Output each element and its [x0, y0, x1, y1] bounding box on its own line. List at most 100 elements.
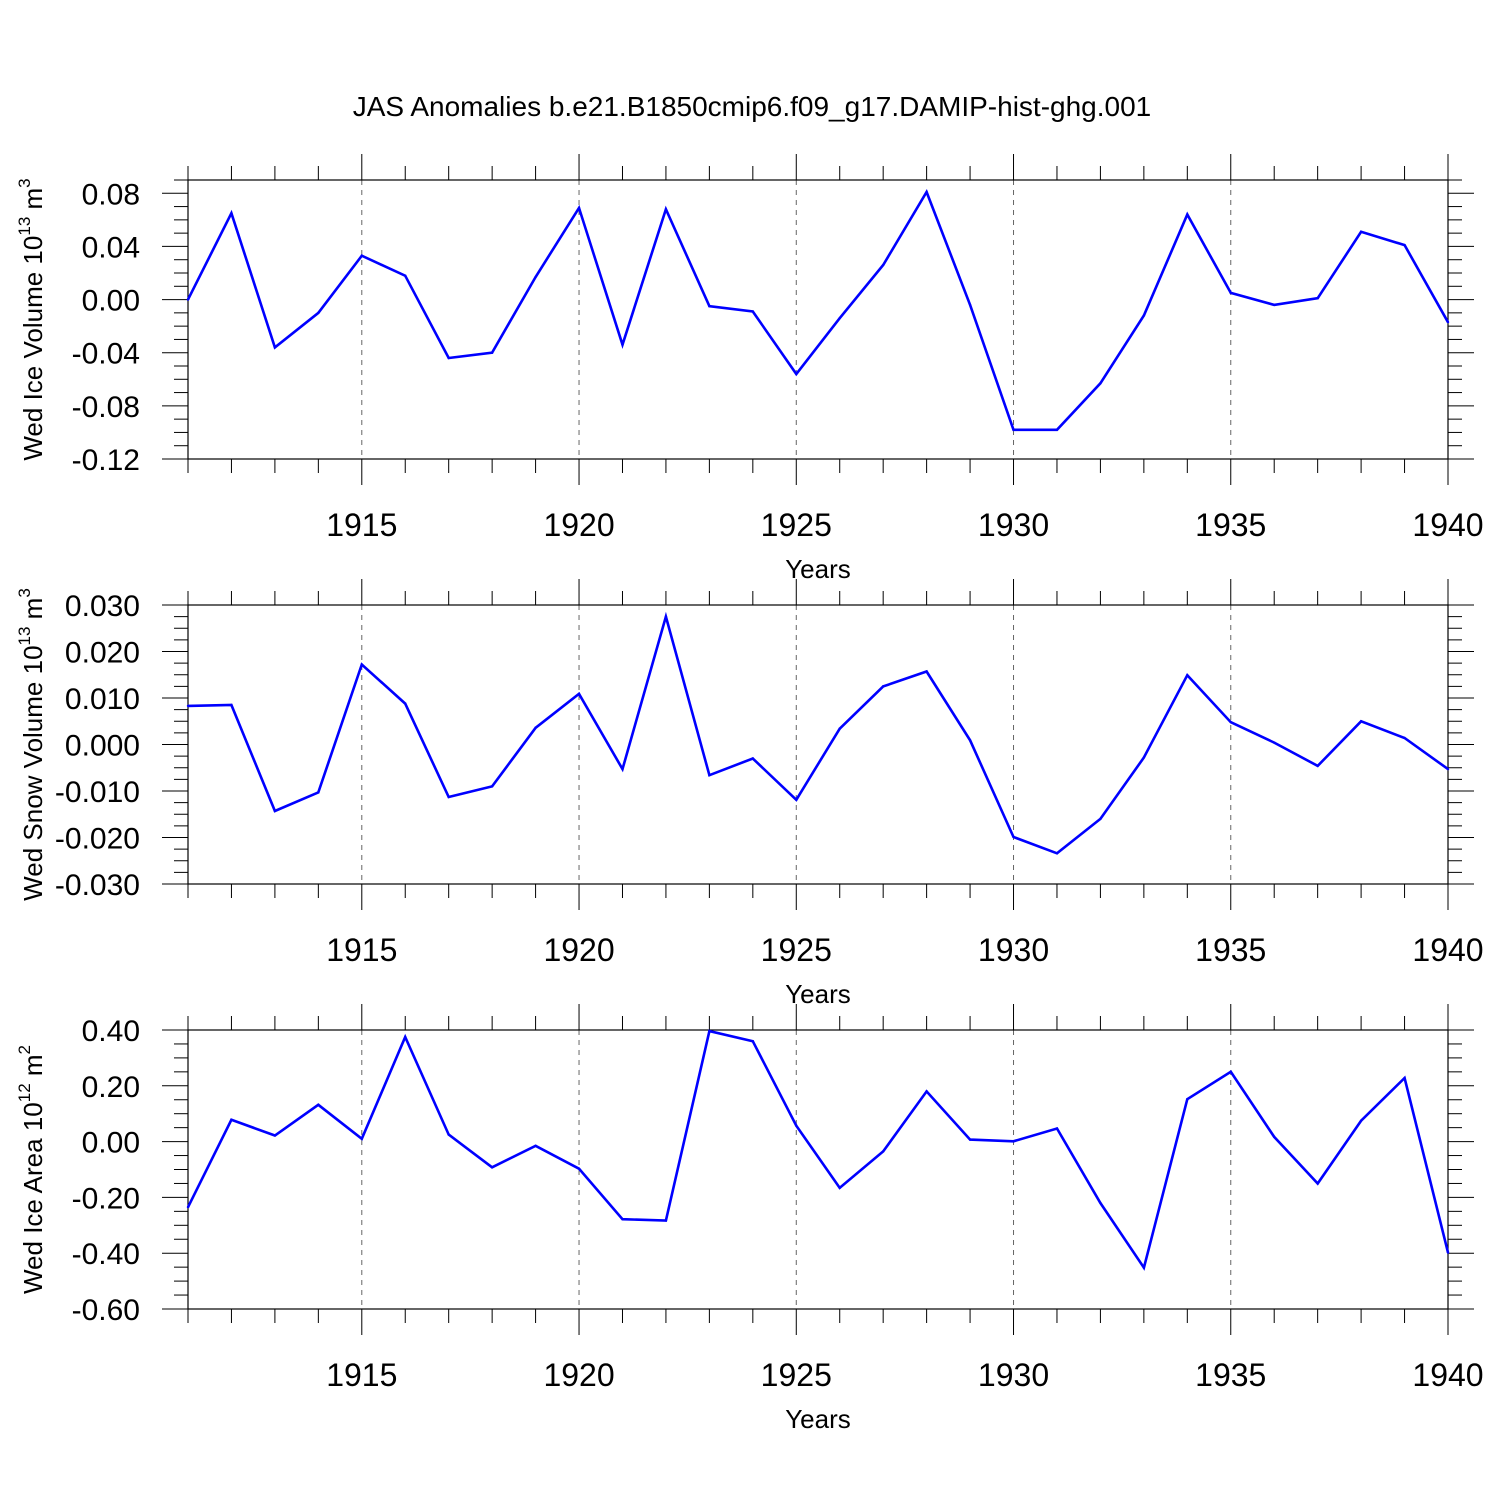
y-tick-label: 0.030 — [65, 590, 140, 623]
x-tick-label: 1940 — [1412, 507, 1483, 543]
data-point — [534, 275, 537, 279]
x-tick-label: 1940 — [1412, 932, 1483, 968]
chart-title: JAS Anomalies b.e21.B1850cmip6.f09_g17.D… — [353, 91, 1151, 122]
data-point — [1316, 764, 1319, 768]
data-point — [1099, 382, 1102, 385]
data-point — [230, 212, 233, 215]
y-axis-label: Wed Snow Volume 1013 m3 — [15, 588, 48, 901]
data-point — [1359, 230, 1363, 234]
panels-group: -0.12 -0.08 -0.04 0.00 0.04 0.08 1915 1920 1925 1… — [15, 154, 1484, 1434]
data-point — [621, 343, 624, 346]
data-point — [1012, 1140, 1015, 1143]
data-point — [1403, 736, 1406, 740]
data-point — [1099, 817, 1102, 821]
data-point — [404, 1035, 407, 1039]
data-point — [186, 298, 190, 301]
data-point — [1142, 314, 1146, 317]
x-tick-label: 1925 — [761, 507, 832, 543]
data-point — [838, 727, 841, 730]
y-tick-label: -0.20 — [72, 1182, 140, 1215]
y-tick-label: -0.08 — [72, 391, 140, 424]
data-point — [534, 726, 537, 729]
data-point — [404, 702, 407, 705]
data-point — [708, 773, 711, 777]
data-point — [1055, 1127, 1059, 1130]
y-tick-label: -0.40 — [72, 1238, 140, 1271]
x-axis-label: Years — [785, 554, 851, 584]
data-point — [968, 1138, 972, 1141]
data-point — [317, 1103, 320, 1106]
data-point — [795, 1124, 798, 1127]
x-tick-label: 1930 — [978, 1357, 1049, 1393]
data-point — [490, 785, 494, 788]
y-tick-label: -0.12 — [72, 444, 140, 477]
y-tick-label: 0.000 — [65, 730, 140, 763]
data-point — [1446, 1251, 1450, 1254]
data-point — [186, 704, 190, 708]
data-point — [317, 791, 320, 794]
data-point — [360, 663, 363, 666]
x-tick-label: 1940 — [1412, 1357, 1483, 1393]
series-line — [186, 189, 1450, 432]
x-tick-label: 1920 — [543, 507, 614, 543]
data-point — [1055, 428, 1059, 431]
data-point — [1186, 1097, 1189, 1101]
data-point — [230, 1118, 233, 1122]
data-point — [577, 206, 581, 210]
data-point — [360, 1137, 363, 1141]
data-point — [360, 254, 363, 257]
plot-frame — [187, 179, 1449, 460]
data-point — [1142, 756, 1146, 759]
data-point — [273, 346, 277, 349]
data-point — [664, 615, 668, 618]
y-tick-label: 0.20 — [82, 1071, 140, 1104]
data-point — [577, 1167, 581, 1170]
plot-frame — [187, 1029, 1449, 1310]
data-point — [708, 1029, 711, 1033]
x-tick-label: 1915 — [326, 932, 397, 968]
data-point — [795, 798, 798, 802]
data-point — [751, 757, 755, 760]
data-point — [925, 1090, 928, 1093]
y-tick-label: 0.00 — [82, 285, 140, 318]
data-point — [1099, 1201, 1102, 1205]
data-point — [447, 356, 450, 360]
data-point — [881, 1150, 885, 1153]
data-point — [1055, 852, 1059, 855]
x-axis-label: Years — [785, 1404, 851, 1434]
data-point — [621, 767, 624, 771]
data-point — [534, 1144, 537, 1147]
y-tick-label: -0.030 — [55, 869, 140, 902]
data-point — [186, 1205, 190, 1209]
y-axis-label: Wed Ice Area 1012 m2 — [15, 1045, 48, 1294]
data-point — [490, 351, 494, 354]
y-tick-label: -0.04 — [72, 338, 140, 371]
data-point — [1446, 320, 1450, 324]
y-tick-label: -0.020 — [55, 823, 140, 856]
y-tick-label: 0.020 — [65, 637, 140, 670]
data-point — [1403, 1076, 1406, 1080]
data-point — [1012, 428, 1015, 431]
data-point — [751, 310, 755, 313]
data-point — [1186, 213, 1189, 216]
data-point — [317, 311, 320, 315]
y-tick-label: 0.08 — [82, 178, 140, 211]
data-point — [968, 739, 972, 742]
x-tick-label: 1920 — [543, 1357, 614, 1393]
data-point — [1359, 1119, 1363, 1122]
y-tick-label: -0.60 — [72, 1294, 140, 1327]
panel-1: -0.12 -0.08 -0.04 0.00 0.04 0.08 1915 1920 1925 1… — [15, 154, 1484, 584]
data-point — [230, 703, 233, 707]
x-tick-label: 1925 — [761, 1357, 832, 1393]
data-point — [1012, 835, 1015, 839]
data-point — [1229, 1070, 1232, 1074]
x-tick-label: 1920 — [543, 932, 614, 968]
series-line — [186, 1029, 1450, 1271]
series-line — [187, 611, 1449, 855]
x-tick-label: 1915 — [326, 507, 397, 543]
data-point — [1273, 303, 1276, 307]
y-tick-label: 0.04 — [82, 231, 140, 264]
data-point — [1359, 720, 1363, 723]
data-point — [1142, 1266, 1146, 1269]
